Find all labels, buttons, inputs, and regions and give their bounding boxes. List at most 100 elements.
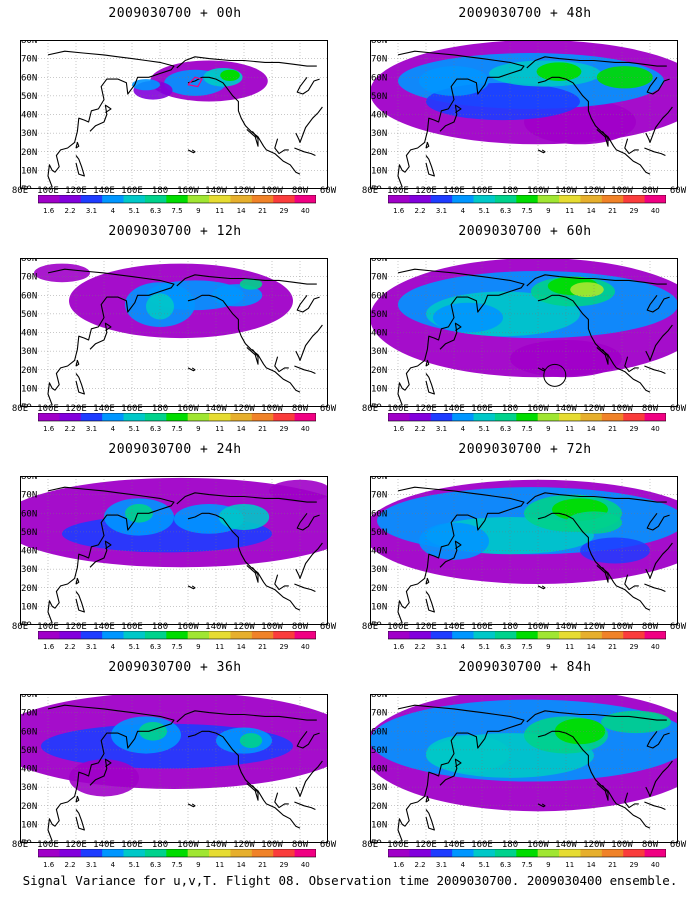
coastlines	[397, 704, 673, 842]
lon-tick-label: 60W	[320, 840, 337, 850]
coastline	[75, 141, 80, 149]
lon-tick-label: 80W	[642, 622, 659, 632]
colorbar-swatch	[644, 631, 666, 639]
lon-tick-label: 100E	[37, 404, 59, 414]
map-frame	[370, 694, 678, 843]
coastline	[296, 730, 320, 749]
coastline	[274, 574, 289, 591]
lat-tick-label: 10N	[21, 166, 37, 176]
lon-tick-label: 60W	[670, 186, 687, 196]
lon-tick-label: 140E	[93, 622, 115, 632]
coastline	[644, 365, 666, 375]
lat-tick-label: 50N	[21, 528, 37, 538]
lon-tick-label: 180	[502, 186, 518, 196]
contour-region	[132, 79, 160, 91]
lat-tick-label: 30N	[371, 129, 387, 139]
signal-variance-field	[20, 477, 328, 568]
colorbar-swatch	[516, 849, 539, 857]
lat-tick-label: 70N	[371, 491, 387, 501]
coastline	[537, 367, 546, 372]
colorbar-level-label: 4	[111, 425, 116, 433]
lat-tick-label: 20N	[21, 802, 37, 812]
lon-tick-label: 140E	[443, 622, 465, 632]
colorbar-swatch	[273, 849, 296, 857]
colorbar-swatch	[144, 631, 167, 639]
lon-tick-label: 140E	[93, 186, 115, 196]
coastline	[47, 50, 175, 188]
colorbar-level-label: 4	[111, 861, 116, 869]
lat-tick-label: 10N	[371, 166, 387, 176]
colorbar-swatch	[144, 195, 167, 203]
lon-tick-label: 160E	[471, 404, 493, 414]
coastline	[646, 294, 670, 313]
coastline	[425, 373, 435, 395]
colorbar-swatch	[452, 413, 474, 421]
lon-tick-label: 140E	[93, 404, 115, 414]
lat-tick-label: 80N	[21, 258, 37, 264]
lat-tick-label: 20N	[21, 148, 37, 158]
lon-tick-label: 120W	[583, 622, 605, 632]
lon-tick-label: 120E	[65, 186, 87, 196]
colorbar-level-label: 9	[196, 643, 200, 651]
panel-title: 2009030700 + 24h	[108, 442, 242, 457]
lon-tick-label: 160E	[121, 404, 143, 414]
contour-region	[510, 339, 622, 378]
lon-tick-label: 100E	[387, 840, 409, 850]
lon-tick-label: 120E	[415, 186, 437, 196]
colorbar-swatch	[38, 849, 60, 857]
lon-tick-label: 120W	[233, 622, 255, 632]
figure-caption: Signal Variance for u,v,T. Flight 08. Ob…	[22, 873, 678, 888]
colorbar-swatch	[430, 195, 453, 203]
lat-tick-label: 20N	[371, 802, 387, 812]
coastline	[47, 704, 175, 842]
colorbar-swatch	[537, 195, 560, 203]
panel-title: 2009030700 + 12h	[108, 224, 242, 239]
colorbar: 1.6 2.2 3.1 4 5.1 6.3 7.5 9 11 14 21 29 40	[388, 413, 666, 433]
lat-tick-label: 70N	[21, 709, 37, 719]
colorbar-swatch	[230, 195, 253, 203]
colorbar-level-label: 21	[608, 643, 617, 651]
colorbar-level-label: 11	[215, 861, 224, 869]
colorbar-swatch	[59, 413, 82, 421]
signal-variance-field	[370, 694, 678, 812]
colorbar-swatch	[473, 195, 496, 203]
colorbar-swatch	[166, 849, 189, 857]
panel-title: 2009030700 + 36h	[108, 660, 242, 675]
colorbar-level-label: 29	[629, 861, 638, 869]
lon-tick-label: 140W	[205, 404, 227, 414]
lat-tick-label: 40N	[21, 329, 37, 339]
colorbar-swatch	[230, 413, 253, 421]
colorbar-level-label: 21	[258, 861, 267, 869]
lat-tick-label: 70N	[371, 55, 387, 65]
colorbar-swatch	[80, 631, 103, 639]
colorbar-level-label: 3.1	[436, 643, 447, 651]
lon-tick-label: 100W	[261, 622, 283, 632]
lon-tick-label: 80E	[12, 404, 28, 414]
coastlines	[397, 50, 673, 188]
lat-tick-label: 80N	[371, 694, 387, 700]
colorbar-level-label: 21	[258, 425, 267, 433]
colorbar-swatch	[230, 849, 253, 857]
coastlines	[47, 486, 323, 624]
coastline	[645, 760, 673, 797]
colorbar-swatch	[623, 631, 646, 639]
coastline	[296, 512, 320, 531]
coastline	[596, 564, 609, 583]
colorbar-level-label: 29	[279, 643, 288, 651]
panel-24h: 2009030700 + 24h 80N 70N 60N 50N 40N 30N 20N 10…	[0, 436, 350, 656]
colorbar-swatch	[59, 631, 82, 639]
colorbar-level-label: 6.3	[500, 643, 511, 651]
colorbar-level-label: 9	[546, 425, 550, 433]
colorbar-level-label: 1.6	[43, 861, 55, 869]
lat-tick-label: 20N	[371, 366, 387, 376]
coastline	[537, 512, 651, 611]
colorbar-level-label: 21	[258, 207, 267, 215]
coastline	[526, 56, 667, 69]
coastline	[425, 155, 435, 177]
coastline	[397, 704, 525, 842]
contour-region	[220, 69, 240, 81]
colorbar-swatch	[166, 413, 189, 421]
colorbar-level-label: 4	[461, 425, 466, 433]
lon-tick-label: 80E	[362, 404, 378, 414]
lat-tick-label: EQ	[21, 403, 32, 407]
